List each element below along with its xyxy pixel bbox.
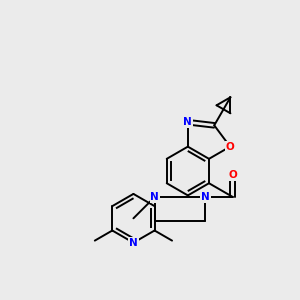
Text: O: O (226, 142, 235, 152)
Text: N: N (201, 192, 210, 202)
Text: N: N (184, 117, 192, 127)
Text: N: N (129, 238, 138, 248)
Text: N: N (151, 192, 159, 202)
Text: O: O (228, 170, 237, 180)
